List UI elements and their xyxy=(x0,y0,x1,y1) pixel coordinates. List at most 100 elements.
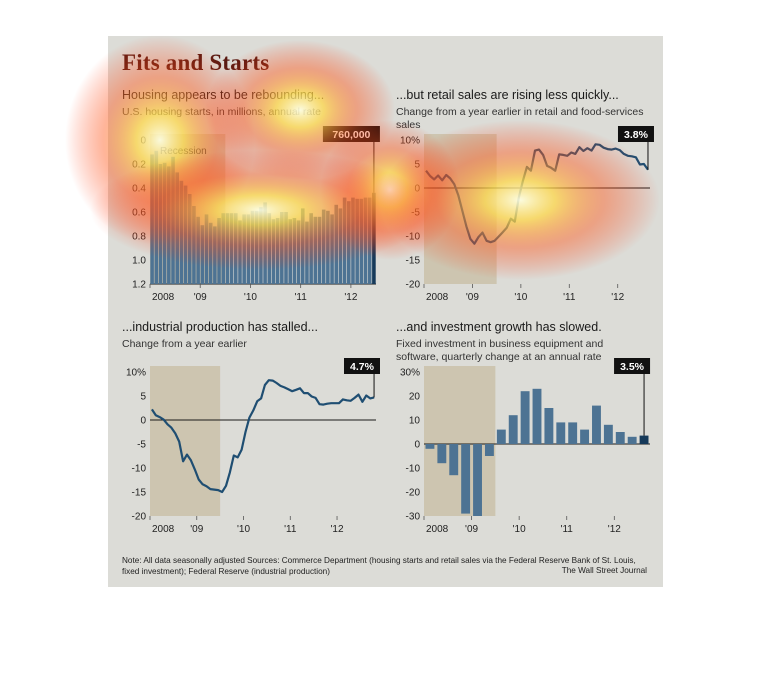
industrial-ytick-label: 10% xyxy=(126,368,146,379)
housing-bar xyxy=(229,213,234,284)
retail-recession-shade xyxy=(424,134,497,284)
industrial-callout-box xyxy=(344,358,380,374)
housing-bar xyxy=(158,164,163,284)
housing-bar xyxy=(280,212,284,284)
investment-subtitle: Fixed investment in business equipment a… xyxy=(396,338,604,363)
industrial-xtick-label: '11 xyxy=(284,524,297,535)
housing-bar xyxy=(338,208,343,284)
retail-xtick-label: 2008 xyxy=(426,292,449,303)
housing-bar xyxy=(150,154,154,284)
retail-ytick-label: 0 xyxy=(414,184,420,195)
housing-bar xyxy=(192,206,196,284)
housing-bar xyxy=(263,202,267,284)
investment-bar xyxy=(544,408,554,444)
investment-bar xyxy=(461,444,471,514)
retail-callout-label: 3.8% xyxy=(624,129,649,141)
investment-bar xyxy=(473,444,482,516)
investment-bar xyxy=(532,388,542,444)
housing-bar xyxy=(167,166,171,284)
housing-ytick-label: 0.8 xyxy=(132,232,146,243)
housing-bar xyxy=(275,218,280,284)
housing-xtick-label: '10 xyxy=(244,292,257,303)
industrial-ytick-label: 0 xyxy=(140,416,146,427)
housing-bar xyxy=(317,216,322,284)
housing-ytick-label: 0 xyxy=(140,136,146,147)
housing-ytick-label: 1.2 xyxy=(132,280,146,291)
housing-bar xyxy=(217,218,221,284)
investment-callout-box xyxy=(614,358,651,374)
housing-bar xyxy=(267,213,272,284)
industrial-ytick-label: -15 xyxy=(132,488,147,499)
investment-callout-label: 3.5% xyxy=(620,361,645,373)
housing-bar xyxy=(309,213,313,284)
housing-bar xyxy=(242,214,246,284)
investment-ytick-label: 0 xyxy=(414,440,420,451)
retail-xtick-label: '09 xyxy=(466,292,479,303)
investment-xtick-label: '12 xyxy=(608,524,621,535)
housing-bar xyxy=(259,207,263,284)
housing-bar xyxy=(300,208,305,284)
housing-bar xyxy=(175,172,179,284)
industrial-callout-label: 4.7% xyxy=(350,361,375,373)
graphic-title: Fits and Starts xyxy=(122,50,270,75)
investment-ytick-label: -10 xyxy=(406,464,421,475)
industrial-ytick-label: -20 xyxy=(132,512,147,523)
retail-ytick-label: 10% xyxy=(400,136,420,147)
investment-xtick-label: '09 xyxy=(465,524,478,535)
housing-bar xyxy=(254,210,259,284)
housing-bar xyxy=(347,201,351,284)
housing-bar xyxy=(208,222,213,284)
housing-bar xyxy=(284,212,288,284)
housing-bar xyxy=(187,194,192,284)
investment-bar xyxy=(615,432,625,444)
housing-ytick-label: 1.0 xyxy=(132,256,146,267)
housing-bar xyxy=(288,219,292,284)
retail-plot: 10% 5 0 -5 -10 -15 -20 2008 '09 '10 '11 '12 3.8% xyxy=(400,126,654,303)
industrial-heading: ...industrial production has stalled... xyxy=(122,320,318,334)
industrial-recession-shade xyxy=(150,366,221,516)
investment-ytick-label: -30 xyxy=(406,512,421,523)
industrial-xtick-label: '12 xyxy=(331,524,344,535)
housing-bar xyxy=(154,150,159,284)
housing-bar xyxy=(271,219,276,284)
footnote: Note: All data seasonally adjusted Sourc… xyxy=(122,556,636,576)
infographic: Fits and Starts Housing appears to be re… xyxy=(108,36,663,587)
housing-xtick-label: '12 xyxy=(344,292,357,303)
retail-heading: ...but retail sales are rising less quic… xyxy=(396,88,619,102)
source-credit: The Wall Street Journal xyxy=(561,566,647,575)
industrial-ytick-label: -10 xyxy=(132,464,147,475)
housing-xtick-label: '11 xyxy=(295,292,308,303)
housing-ytick-label: 0.2 xyxy=(132,160,146,171)
housing-bar xyxy=(330,214,334,284)
recession-label: Recession xyxy=(160,146,207,157)
investment-recession-shade xyxy=(424,366,496,516)
housing-bar xyxy=(246,214,251,284)
housing-subtitle: U.S. housing starts, in millions, annual… xyxy=(122,106,322,118)
industrial-ytick-label: -5 xyxy=(137,440,146,451)
housing-bar xyxy=(171,156,175,284)
housing-bar xyxy=(183,185,188,284)
housing-bar xyxy=(221,213,226,284)
retail-ytick-label: -5 xyxy=(411,208,420,219)
housing-bar xyxy=(204,214,209,284)
investment-bar xyxy=(603,424,613,444)
investment-bar xyxy=(449,444,459,476)
investment-bar xyxy=(592,405,601,444)
industrial-ytick-label: 5 xyxy=(140,392,146,403)
housing-bar xyxy=(372,192,376,284)
investment-bar xyxy=(437,444,447,464)
investment-bar xyxy=(425,444,435,449)
housing-bar xyxy=(342,197,347,284)
housing-bar xyxy=(292,218,297,284)
housing-xtick-label: '09 xyxy=(194,292,207,303)
housing-ytick-label: 0.6 xyxy=(132,208,146,219)
investment-bar xyxy=(496,429,506,444)
investment-xtick-label: 2008 xyxy=(426,524,449,535)
investment-bar xyxy=(580,429,590,444)
investment-bar xyxy=(520,391,530,444)
industrial-xtick-label: 2008 xyxy=(152,524,175,535)
housing-plot: 0 0.2 0.4 0.6 0.8 1.0 1.2 2008 '09 '10 '11 '12 760,0… xyxy=(132,126,380,303)
retail-ytick-label: -15 xyxy=(406,256,421,267)
housing-bar xyxy=(326,210,330,284)
housing-bar xyxy=(321,209,326,284)
